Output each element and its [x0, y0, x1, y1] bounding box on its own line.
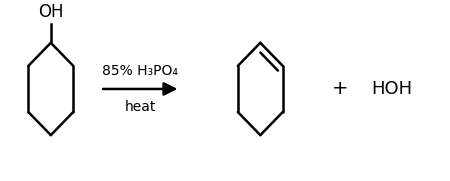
Text: +: +	[332, 79, 349, 98]
Text: 85% H₃PO₄: 85% H₃PO₄	[102, 64, 178, 78]
Text: heat: heat	[125, 100, 156, 114]
Text: OH: OH	[38, 3, 63, 21]
Text: HOH: HOH	[372, 80, 413, 98]
